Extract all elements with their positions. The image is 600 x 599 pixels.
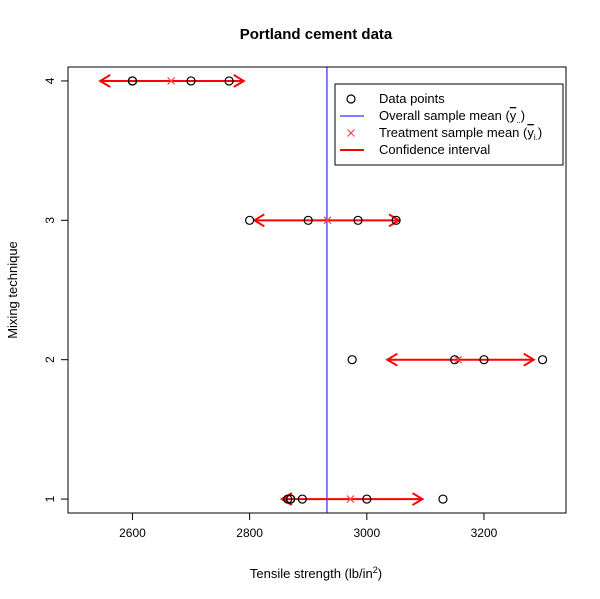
- legend-symbol-data-points: [346, 94, 356, 104]
- data-point-1-3: [286, 494, 296, 504]
- x-tick-label-3000: 3000: [353, 526, 380, 540]
- data-point-4-1: [186, 76, 196, 86]
- legend-label-confidence-interval: Confidence interval: [379, 142, 490, 157]
- treatment-mean-2: [454, 355, 463, 364]
- legend-overall-mean-sub: ..: [516, 116, 520, 125]
- treatment-mean-3: [323, 216, 332, 225]
- plot-area-border: [67, 66, 567, 514]
- data-point-1-1: [297, 494, 307, 504]
- legend-treatment-mean-sub: i.: [534, 133, 538, 142]
- treatment-mean-stroke-b-4: [167, 77, 176, 85]
- ci-arrow-right-4: [233, 74, 246, 88]
- data-point-2-0: [347, 355, 357, 365]
- y-tick-label-2: 2: [43, 356, 57, 363]
- ci-arrow-left-2: [385, 352, 398, 367]
- data-points-layer: [127, 76, 548, 504]
- legend-treatment-mean-close: ): [538, 125, 542, 140]
- x-axis: 2600 2800 3000 3200: [119, 513, 498, 540]
- treatment-mean-4: [167, 77, 176, 85]
- legend-overall-mean-symbol: y: [510, 108, 517, 123]
- treatment-mean-stroke-b-3: [323, 216, 332, 225]
- x-tick-label-2800: 2800: [236, 526, 263, 540]
- legend-overall-mean-text: Overall sample mean (: [379, 108, 510, 123]
- data-point-1-0: [283, 494, 293, 504]
- legend-label-data-points: Data points: [379, 91, 445, 106]
- data-point-4-3: [127, 76, 138, 86]
- legend-label-treatment-mean: Treatment sample mean (yi.): [379, 125, 542, 142]
- data-point-1-4: [362, 494, 372, 504]
- y-tick-label-4: 4: [43, 77, 57, 84]
- x-tick-label-2600: 2600: [119, 526, 146, 540]
- ci-arrow-right-2: [523, 352, 536, 367]
- treatment-mean-stroke-b-2: [454, 355, 463, 364]
- treatment-mean-1: [346, 495, 355, 503]
- ci-arrow-left-4: [98, 74, 111, 88]
- legend-treatment-mean-text: Treatment sample mean (: [379, 125, 528, 140]
- data-point-2-2: [479, 355, 489, 365]
- legend-box: [334, 83, 564, 166]
- data-point-2-3: [537, 355, 548, 365]
- legend-symbol-treatment-mean: [347, 129, 355, 137]
- data-point-3-0: [245, 215, 255, 225]
- ci-arrow-right-3: [388, 213, 401, 228]
- data-point-1-5: [438, 494, 448, 504]
- legend-label-overall-mean: Overall sample mean (y..): [379, 108, 525, 125]
- legend-treatment-mean-symbol: y: [527, 125, 534, 140]
- chart-title: Portland cement data: [240, 26, 393, 43]
- treatment-means-layer: [167, 77, 463, 503]
- data-point-3-3: [391, 215, 401, 225]
- x-axis-label: Tensile strength (lb/in2): [250, 565, 382, 581]
- ci-arrow-left-3: [252, 213, 265, 228]
- data-point-4-2: [224, 76, 234, 86]
- y-tick-label-1: 1: [43, 495, 57, 502]
- y-axis-label: Mixing technique: [5, 241, 20, 339]
- ci-arrow-right-1: [411, 492, 425, 506]
- legend: Data points Overall sample mean (y..) Tr…: [334, 83, 564, 166]
- x-axis-label-superscript: 2: [373, 565, 378, 575]
- x-tick-label-3200: 3200: [471, 526, 498, 540]
- data-point-3-1: [303, 215, 313, 225]
- x-axis-label-text: Tensile strength (lb/in: [250, 566, 373, 581]
- x-axis-label-suffix: ): [378, 566, 382, 581]
- legend-overall-mean-close: ): [521, 108, 525, 123]
- data-point-3-2: [353, 215, 363, 225]
- y-axis: 1 2 3 4: [43, 77, 68, 502]
- treatment-mean-stroke-b-1: [346, 495, 355, 503]
- y-tick-label-3: 3: [43, 217, 57, 224]
